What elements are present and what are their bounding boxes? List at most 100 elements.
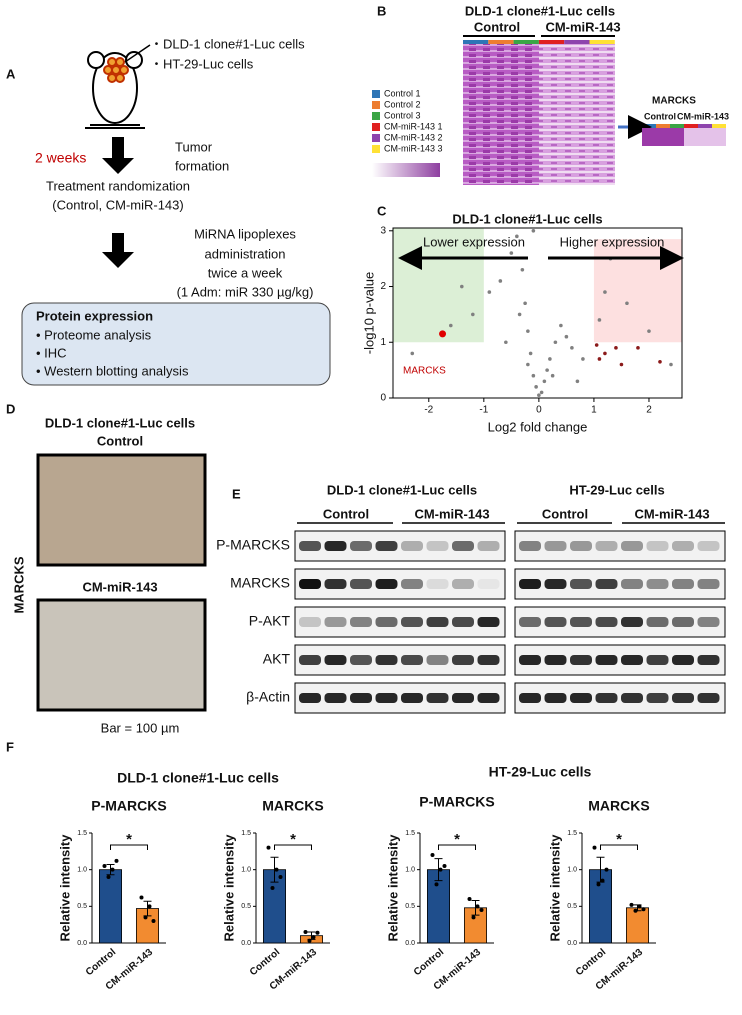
data-point <box>471 915 476 920</box>
box-item: • Western blotting analysis <box>36 363 189 378</box>
significance-bracket <box>600 844 638 850</box>
row-label: P-MARCKS <box>216 537 290 553</box>
band <box>477 655 500 665</box>
sample-bar <box>463 40 489 44</box>
band <box>299 617 321 627</box>
point <box>410 351 415 356</box>
y-tick-label: 0.5 <box>567 903 577 910</box>
band <box>621 541 643 551</box>
data-point <box>467 897 472 901</box>
data-point <box>303 930 308 934</box>
blot-strip <box>514 530 726 562</box>
y-tick-label: 1.5 <box>77 830 87 837</box>
y-tick-label: 0.5 <box>241 903 251 910</box>
annotation: Lower expression <box>423 234 525 249</box>
significance: * <box>616 831 622 848</box>
point <box>550 373 555 378</box>
box-item: • IHC <box>36 345 67 360</box>
data-point <box>641 907 646 912</box>
sample-bar <box>712 124 726 128</box>
significance: * <box>454 831 460 848</box>
step-text: (1 Adm: miR 330 µg/kg) <box>177 284 314 299</box>
mouse-icon <box>85 44 151 129</box>
point <box>614 346 618 350</box>
y-tick-label: 1.0 <box>241 867 251 874</box>
band <box>544 693 567 703</box>
point <box>669 362 673 367</box>
x-tick-label: -2 <box>424 405 433 416</box>
chart-title: DLD-1 clone#1-Luc cells <box>452 211 602 226</box>
annotation: MARCKS <box>403 366 446 377</box>
data-point <box>637 904 642 909</box>
band <box>672 579 694 589</box>
band <box>595 655 618 665</box>
band <box>477 693 500 703</box>
data-point <box>592 845 597 850</box>
point <box>545 368 549 372</box>
band <box>697 617 720 627</box>
sample-bar <box>538 40 565 44</box>
y-tick-label: 1.5 <box>567 830 577 837</box>
panel-label: A <box>6 66 16 81</box>
point <box>509 251 514 255</box>
band <box>452 693 474 703</box>
point <box>534 385 538 389</box>
data-point <box>147 904 152 909</box>
band <box>477 541 500 551</box>
inset-group: Control <box>644 111 676 121</box>
color-scale <box>372 163 440 177</box>
band <box>401 579 423 589</box>
band <box>426 693 449 703</box>
band <box>672 693 694 703</box>
x-tick-label: 1 <box>591 405 597 416</box>
band <box>426 655 449 665</box>
point <box>460 284 464 289</box>
y-tick-label: 1.5 <box>405 830 415 837</box>
point <box>528 351 533 356</box>
data-point <box>438 867 443 872</box>
data-point <box>430 853 435 857</box>
band <box>544 579 567 589</box>
step-text: administration <box>205 246 286 261</box>
y-tick-label: 1.0 <box>405 867 415 874</box>
band <box>519 579 541 589</box>
band <box>672 617 694 627</box>
band <box>350 541 372 551</box>
heatmap-title: DLD-1 clone#1-Luc cells <box>465 3 615 18</box>
data-point <box>266 845 271 850</box>
blot-group: CM-miR-143 <box>634 506 709 521</box>
significance-bracket <box>274 844 312 850</box>
band <box>595 693 618 703</box>
point <box>526 362 530 367</box>
band <box>324 693 347 703</box>
point <box>449 323 453 328</box>
data-point <box>139 895 144 900</box>
band <box>570 617 592 627</box>
y-tick-label: 2 <box>380 281 386 292</box>
ihc-title: DLD-1 clone#1-Luc cells <box>45 415 195 430</box>
point <box>504 340 508 345</box>
band <box>544 655 567 665</box>
chart-title: P-MARCKS <box>91 798 166 814</box>
band <box>299 693 321 703</box>
group-title: HT-29-Luc cells <box>489 764 592 780</box>
annotation: Higher expression <box>560 234 665 249</box>
band <box>324 579 347 589</box>
data-point <box>110 867 115 872</box>
data-point <box>311 935 316 940</box>
band <box>672 655 694 665</box>
x-tick-label: 0 <box>536 405 542 416</box>
band <box>646 541 669 551</box>
band <box>426 617 449 627</box>
band <box>646 579 669 589</box>
band <box>519 693 541 703</box>
point <box>548 357 552 361</box>
point <box>647 329 651 333</box>
band <box>477 579 500 589</box>
step-text: formation <box>175 158 229 173</box>
band <box>401 655 423 665</box>
x-tick-label: Control <box>412 947 446 978</box>
band <box>324 541 347 551</box>
blot-group: CM-miR-143 <box>414 506 489 521</box>
y-tick-label: 1 <box>380 337 386 348</box>
